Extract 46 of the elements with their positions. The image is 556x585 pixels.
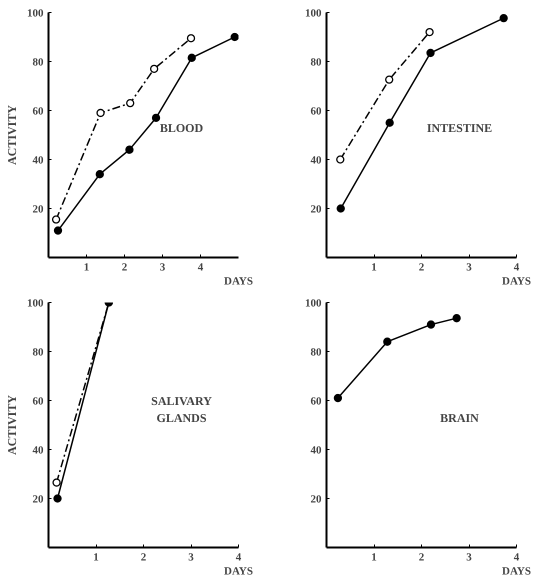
x-tick-label: 4 [236, 552, 242, 564]
x-axis-title: DAYS [224, 566, 253, 578]
y-tick-label: 20 [32, 494, 44, 506]
text: BRAIN [440, 411, 480, 425]
y-tick-label: 40 [310, 444, 322, 456]
y-tick-label: 100 [305, 298, 322, 310]
x-tick-label: 2 [140, 552, 147, 564]
text: SALIVARY GLANDS [151, 394, 212, 425]
x-tick-label: 2 [418, 262, 425, 274]
x-tick-label: 1 [93, 552, 99, 564]
y-tick-label: 40 [32, 444, 44, 456]
x-tick-label: 1 [84, 262, 90, 274]
y-axis-title: ACTIVITY [5, 394, 19, 456]
y-tick-label: 20 [310, 204, 322, 216]
x-tick-label: 4 [514, 552, 520, 564]
y-tick-label: 40 [310, 154, 322, 166]
x-tick-label: 1 [371, 552, 377, 564]
y-tick-label: 80 [310, 56, 322, 68]
y-tick-label: 100 [27, 8, 44, 20]
y-tick-label: 100 [305, 8, 322, 20]
y-tick-label: 60 [310, 106, 322, 118]
x-axis-title: DAYS [224, 276, 253, 288]
x-tick-label: 2 [418, 552, 425, 564]
y-tick-label: 80 [32, 346, 44, 358]
y-axis-title: ACTIVITY [5, 104, 19, 166]
x-tick-label: 4 [198, 262, 204, 274]
x-axis-title: DAYS [502, 276, 531, 288]
x-tick-label: 3 [466, 262, 472, 274]
text: INTESTINE [426, 121, 492, 135]
y-tick-label: 20 [310, 494, 322, 506]
x-tick-label: 2 [122, 262, 128, 274]
x-tick-label: 3 [188, 552, 194, 564]
y-tick-label: 80 [32, 56, 44, 68]
x-axis-title: DAYS [502, 566, 531, 578]
y-tick-label: 40 [32, 154, 44, 166]
y-tick-label: 60 [32, 106, 44, 118]
x-tick-label: 1 [371, 262, 377, 274]
y-tick-label: 100 [27, 298, 44, 310]
x-tick-label: 4 [514, 262, 520, 274]
x-tick-label: 3 [466, 552, 472, 564]
y-tick-label: 60 [310, 396, 322, 408]
y-tick-label: 20 [32, 204, 44, 216]
x-tick-label: 3 [160, 262, 166, 274]
y-tick-label: 60 [32, 396, 44, 408]
y-tick-label: 80 [310, 346, 322, 358]
text: BLOOD [160, 121, 204, 135]
